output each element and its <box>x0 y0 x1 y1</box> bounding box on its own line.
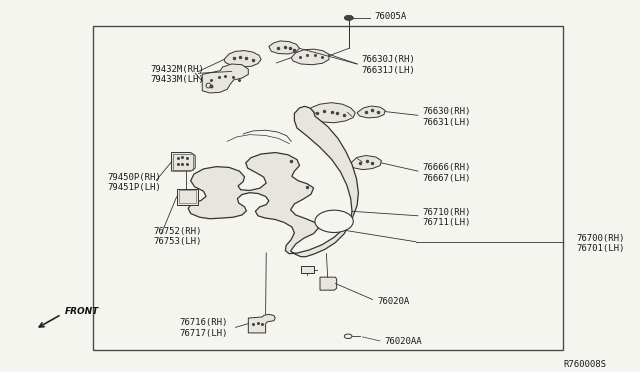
Polygon shape <box>177 189 198 205</box>
Polygon shape <box>307 103 355 123</box>
Text: FRONT: FRONT <box>65 307 100 316</box>
Text: 76005A: 76005A <box>374 12 406 21</box>
Polygon shape <box>269 41 300 54</box>
Text: 79450P(RH)
79451P(LH): 79450P(RH) 79451P(LH) <box>108 173 161 192</box>
Circle shape <box>315 210 353 232</box>
Text: 79432M(RH)
79433M(LH): 79432M(RH) 79433M(LH) <box>150 65 204 84</box>
Polygon shape <box>291 49 329 65</box>
Polygon shape <box>172 153 195 171</box>
Polygon shape <box>357 106 385 118</box>
Text: 76020A: 76020A <box>378 297 410 306</box>
Text: 76630J(RH)
76631J(LH): 76630J(RH) 76631J(LH) <box>362 55 415 75</box>
Polygon shape <box>224 51 261 67</box>
Text: 76700(RH)
76701(LH): 76700(RH) 76701(LH) <box>576 234 625 253</box>
Text: 76710(RH)
76711(LH): 76710(RH) 76711(LH) <box>422 208 471 227</box>
Text: 76666(RH)
76667(LH): 76666(RH) 76667(LH) <box>422 163 471 183</box>
Text: R760008S: R760008S <box>563 360 606 369</box>
Polygon shape <box>202 64 248 93</box>
Text: 76716(RH)
76717(LH): 76716(RH) 76717(LH) <box>179 318 228 338</box>
Bar <box>179 190 196 203</box>
Text: 76752(RH)
76753(LH): 76752(RH) 76753(LH) <box>154 227 202 246</box>
Circle shape <box>344 15 353 20</box>
Polygon shape <box>301 266 314 273</box>
Bar <box>173 154 193 170</box>
Bar <box>93 26 563 350</box>
Text: 76630(RH)
76631(LH): 76630(RH) 76631(LH) <box>422 108 471 127</box>
Polygon shape <box>320 277 337 290</box>
Polygon shape <box>188 106 358 257</box>
Text: 76020AA: 76020AA <box>384 337 422 346</box>
Polygon shape <box>248 314 275 333</box>
Polygon shape <box>350 155 381 170</box>
